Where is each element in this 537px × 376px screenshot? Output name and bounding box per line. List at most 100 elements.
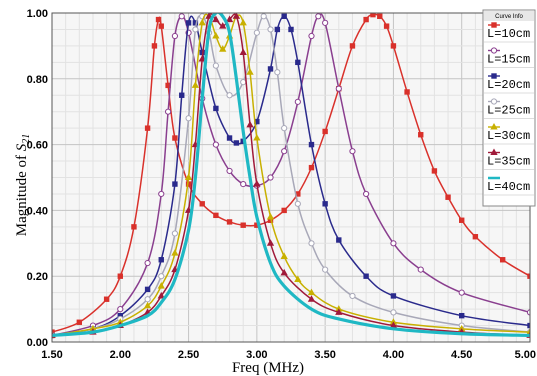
legend-box	[482, 9, 536, 207]
series-point	[274, 69, 281, 76]
legend-label: L=35cm	[487, 155, 530, 169]
x-axis-title: Freq (MHz)	[232, 360, 304, 376]
series-point	[151, 43, 158, 49]
series-point	[363, 190, 370, 198]
legend-item: L=30cm	[484, 122, 534, 145]
series-point	[307, 295, 316, 302]
series-point	[191, 81, 200, 88]
series-point	[157, 282, 165, 289]
series-point	[307, 288, 316, 296]
y-axis-ticks: 0.00 0.20 0.40 0.60 0.80 1.00	[27, 8, 48, 349]
series-point	[144, 125, 151, 131]
x-axis-ticks: 1.50 2.00 2.50 3.00 3.50 4.00 4.50 5.00	[41, 349, 536, 361]
x-tick-label: 2.00	[110, 349, 131, 361]
series-point	[144, 286, 151, 293]
series-point	[363, 16, 369, 23]
legend-label: L=10cm	[487, 27, 530, 41]
legend-label: L=40cm	[487, 180, 530, 194]
series-point	[185, 115, 192, 122]
series-point	[280, 268, 288, 276]
series-point	[233, 140, 240, 146]
series-point	[213, 212, 219, 219]
series-point	[322, 201, 328, 207]
series-point	[445, 194, 451, 200]
series-point	[205, 13, 213, 19]
series-point	[199, 201, 205, 207]
series-point	[377, 13, 383, 19]
series-point	[308, 164, 315, 171]
series-point	[178, 13, 185, 20]
series-l-10cm	[52, 13, 530, 335]
series-point	[253, 133, 261, 141]
series-point	[225, 15, 234, 23]
series-point	[158, 257, 164, 263]
series-point	[226, 92, 233, 99]
legend-marker	[490, 148, 498, 155]
series-point	[117, 273, 123, 279]
series-point	[144, 259, 151, 267]
legend-marker	[491, 22, 497, 28]
series-point	[459, 312, 465, 319]
series-point	[226, 167, 233, 175]
series-point	[144, 296, 151, 303]
y-tick-label: 1.00	[27, 8, 48, 20]
series-point	[239, 18, 247, 26]
series-point	[417, 266, 424, 273]
series-point	[404, 89, 410, 95]
series-point	[240, 180, 247, 188]
legend-item: L=35cm	[484, 148, 534, 170]
x-tick-label: 3.00	[246, 349, 267, 361]
series-point	[308, 240, 315, 247]
series-point	[253, 180, 261, 187]
series-point	[335, 308, 343, 315]
series-point	[117, 306, 124, 313]
series-point	[76, 319, 83, 325]
series-point	[472, 234, 479, 240]
series-point	[246, 68, 254, 75]
legend-item: L=40cm	[484, 176, 534, 196]
series-point	[363, 273, 369, 279]
series-point	[280, 252, 288, 259]
series-point	[281, 207, 287, 214]
series-point	[184, 206, 193, 213]
series-point	[390, 240, 397, 247]
series-point	[335, 85, 342, 92]
series-point	[172, 181, 178, 187]
series-point	[143, 301, 152, 309]
legend-label: L=30cm	[487, 129, 530, 143]
y-tick-label: 0.40	[27, 205, 48, 217]
series-point	[322, 266, 329, 273]
series-point	[52, 329, 55, 335]
y-axis-title-subscript: 21	[21, 134, 32, 144]
y-tick-label: 0.80	[27, 74, 48, 86]
series-point	[308, 32, 315, 40]
series-point	[267, 26, 274, 33]
series-point	[219, 22, 227, 29]
series-point	[383, 23, 390, 29]
y-tick-label: 0.60	[27, 140, 48, 152]
series-point	[185, 20, 192, 26]
series-point	[158, 23, 164, 29]
series-line	[52, 13, 530, 338]
x-tick-label: 1.50	[41, 349, 62, 361]
x-tick-label: 5.00	[515, 349, 536, 361]
series-point	[274, 26, 281, 33]
series-point	[158, 273, 165, 280]
series-point	[281, 148, 288, 155]
series-point	[212, 15, 220, 23]
series-point	[212, 62, 219, 69]
series-point	[172, 135, 178, 141]
series-point	[213, 105, 219, 112]
series-point	[322, 128, 328, 135]
x-tick-label: 4.00	[383, 349, 404, 361]
series-point	[322, 19, 329, 26]
x-tick-label: 2.50	[178, 349, 199, 361]
series-l-40cm	[52, 13, 530, 338]
series-point	[158, 190, 165, 198]
series-point	[157, 291, 165, 299]
series-point	[253, 29, 260, 36]
series-point	[418, 132, 424, 138]
series-point	[171, 230, 179, 237]
plot-area	[51, 12, 531, 343]
legend-marker	[491, 73, 497, 79]
